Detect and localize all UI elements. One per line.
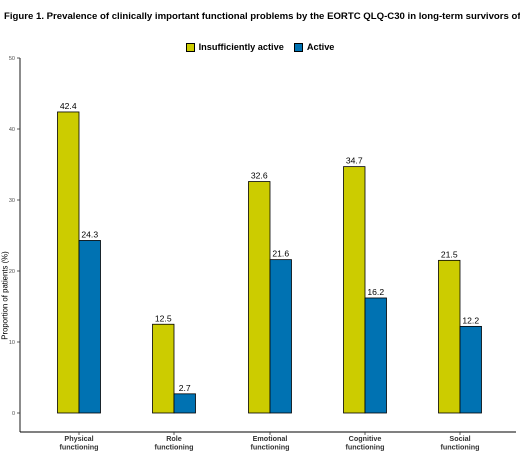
data-label: 21.5 (441, 249, 458, 259)
x-tick-label: functioning (440, 443, 479, 452)
x-tick-label: Social (449, 434, 470, 443)
legend-label-insufficiently-active: Insufficiently active (198, 42, 284, 52)
bar-active-role (173, 393, 196, 414)
data-label: 24.3 (81, 229, 98, 239)
legend-swatch-insufficiently-active (185, 42, 195, 52)
legend: Insufficiently active Active (0, 40, 520, 54)
y-tick-label: 30 (9, 198, 15, 204)
x-tick-label: functioning (345, 443, 384, 452)
y-tick-label: 20 (9, 269, 15, 275)
bar-active-physical (78, 240, 101, 414)
x-tick-label: Role (166, 434, 182, 443)
x-tick-label: functioning (154, 443, 193, 452)
bar-insufficiently-active-role (152, 323, 175, 414)
data-label: 16.2 (367, 287, 384, 297)
y-tick-label: 10 (9, 340, 15, 346)
data-label: 12.5 (155, 313, 172, 323)
legend-label-active: Active (306, 42, 335, 52)
data-label: 21.6 (272, 249, 289, 259)
data-label: 34.7 (346, 156, 363, 166)
legend-item-insufficiently-active: Insufficiently active (185, 42, 284, 52)
data-label: 2.7 (179, 383, 191, 393)
data-label: 42.4 (60, 101, 77, 111)
bar-insufficiently-active-emotional (248, 181, 271, 414)
bar-insufficiently-active-physical (57, 111, 80, 414)
y-tick-label: 40 (9, 127, 15, 133)
bar-insufficiently-active-social (438, 259, 461, 414)
x-tick-label: Physical (64, 434, 93, 443)
y-tick-label: 0 (12, 411, 15, 417)
y-axis-title: Proportion of patients (%) (1, 251, 10, 340)
legend-swatch-active (293, 42, 303, 52)
data-label: 32.6 (251, 171, 268, 181)
x-tick-label: Cognitive (349, 434, 382, 443)
bar-active-emotional (269, 259, 292, 414)
bar-insufficiently-active-cognitive (343, 166, 366, 414)
x-tick-label: functioning (250, 443, 289, 452)
legend-item-active: Active (293, 42, 335, 52)
x-tick-label: Emotional (253, 434, 288, 443)
chart-title: Figure 1. Prevalence of clinically impor… (4, 11, 520, 22)
x-tick-label: functioning (59, 443, 98, 452)
data-label: 12.2 (462, 315, 479, 325)
bar-active-cognitive (364, 297, 387, 414)
y-tick-label: 50 (9, 56, 15, 62)
bar-active-social (459, 325, 482, 414)
